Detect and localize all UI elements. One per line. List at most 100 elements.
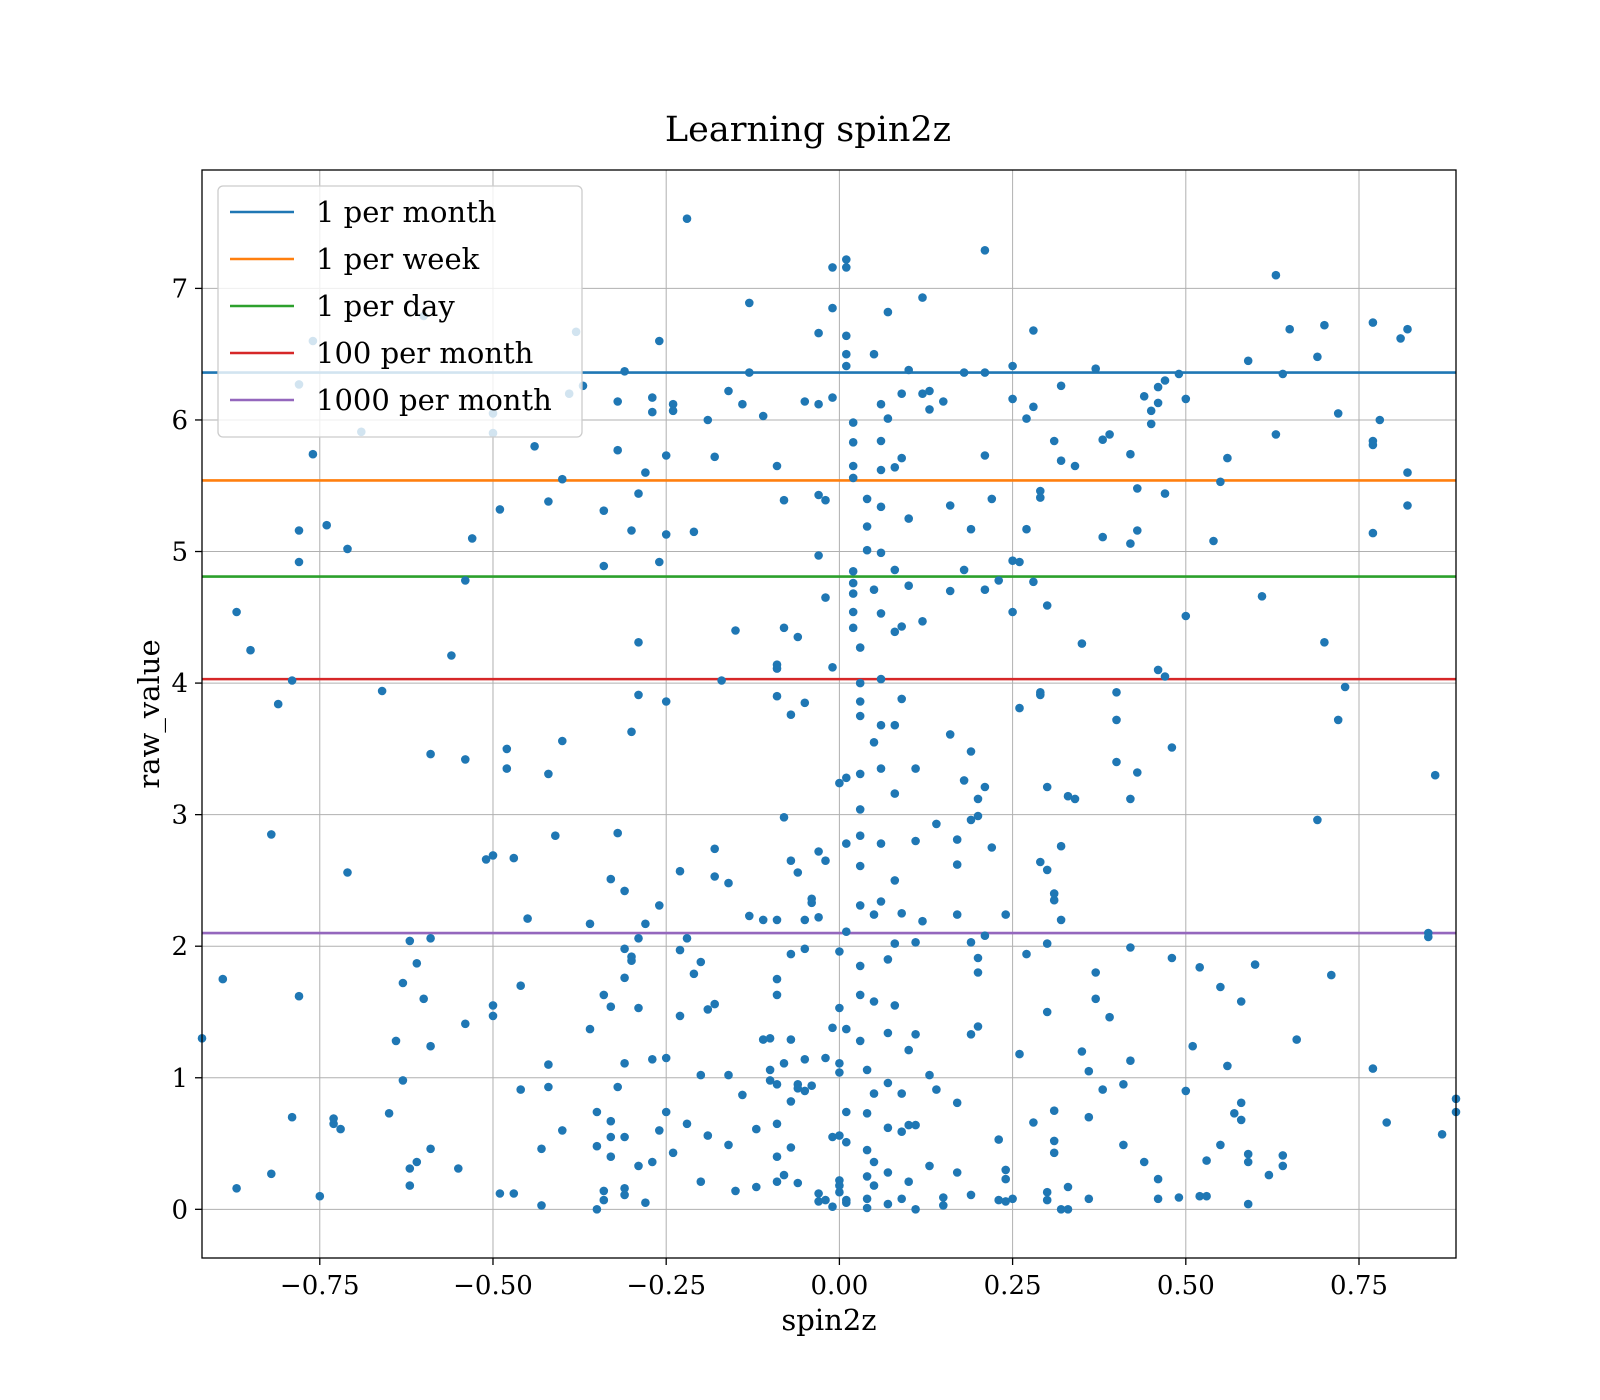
data-point (897, 1089, 906, 1098)
data-point (661, 530, 671, 539)
data-point (814, 399, 823, 409)
data-point (987, 494, 997, 504)
data-point (973, 794, 983, 804)
data-point (627, 727, 636, 737)
data-point (772, 691, 782, 701)
legend-label: 100 per month (316, 336, 533, 370)
data-point (1042, 1007, 1052, 1017)
data-point (855, 861, 865, 871)
legend-label: 1000 per month (316, 383, 552, 417)
data-point (724, 1140, 733, 1150)
x-tick-label: 0.00 (810, 1271, 868, 1301)
data-point (814, 490, 823, 500)
data-point (765, 1065, 775, 1075)
data-point (495, 1189, 505, 1198)
data-point (606, 1152, 616, 1161)
data-point (925, 386, 934, 396)
data-point (842, 349, 851, 359)
data-point (1022, 414, 1031, 423)
data-point (814, 1189, 823, 1198)
data-point (1001, 910, 1010, 919)
data-point (1001, 1165, 1010, 1175)
data-point (904, 1120, 913, 1130)
data-point (634, 1003, 643, 1013)
legend-box (217, 185, 583, 438)
data-point (772, 1152, 782, 1161)
data-point (994, 1135, 1003, 1144)
data-point (772, 990, 782, 1000)
data-point (731, 1186, 740, 1196)
data-point (890, 789, 900, 798)
data-point (862, 494, 872, 504)
data-point (1216, 982, 1225, 992)
data-point (1008, 556, 1017, 565)
data-point (502, 764, 512, 773)
data-point (939, 1201, 948, 1210)
data-point (1029, 1118, 1038, 1127)
data-point (405, 1181, 415, 1190)
data-point (1271, 430, 1281, 439)
data-point (613, 1082, 622, 1092)
data-point (516, 981, 525, 990)
data-point (1278, 1161, 1288, 1171)
data-point (606, 1002, 616, 1011)
data-point (945, 586, 955, 596)
data-point (1042, 1187, 1052, 1197)
data-point (620, 973, 629, 983)
data-point (620, 886, 629, 896)
data-point (966, 938, 976, 947)
data-point (855, 678, 865, 688)
data-point (1424, 932, 1433, 942)
data-point (1430, 770, 1440, 780)
data-point (1015, 557, 1024, 567)
data-point (869, 349, 879, 359)
data-point (918, 617, 927, 626)
y-tick-label: 4 (171, 669, 188, 699)
data-point (551, 831, 560, 840)
data-point (842, 927, 851, 936)
data-point (1022, 524, 1031, 534)
data-point (1084, 1112, 1094, 1122)
data-point (308, 449, 318, 459)
data-point (294, 557, 304, 567)
chart-title: Learning spin2z (665, 110, 951, 150)
data-point (599, 1195, 609, 1205)
data-point (1209, 536, 1218, 546)
data-point (821, 593, 830, 602)
data-point (786, 1035, 796, 1044)
data-point (828, 393, 837, 402)
data-point (1008, 361, 1017, 371)
y-axis: 0 1 2 3 4 5 6 7 (171, 274, 202, 1225)
data-point (855, 643, 865, 652)
data-point (1077, 639, 1087, 648)
data-point (1008, 394, 1017, 404)
data-point (426, 749, 435, 759)
x-tick-label: 0.25 (984, 1271, 1042, 1301)
data-point (821, 856, 830, 865)
data-point (883, 1028, 893, 1038)
data-point (772, 1177, 782, 1186)
data-point (842, 1198, 851, 1207)
data-point (634, 638, 643, 647)
data-point (835, 1059, 844, 1068)
data-point (973, 968, 983, 977)
data-point (668, 406, 678, 416)
data-point (1181, 1086, 1191, 1096)
legend-label: 1 per month (316, 195, 496, 229)
x-axis: −0.75 −0.50 −0.25 0.00 0.25 0.50 0.75 (280, 1258, 1388, 1301)
data-point (1029, 402, 1038, 412)
data-point (980, 931, 990, 940)
data-point (1216, 477, 1225, 487)
data-point (613, 445, 622, 455)
data-point (1243, 1157, 1253, 1167)
data-point (800, 698, 810, 708)
data-point (814, 1197, 823, 1206)
data-point (835, 778, 844, 788)
data-point (1008, 607, 1017, 617)
data-point (1375, 415, 1385, 425)
data-point (294, 526, 304, 535)
data-point (675, 866, 685, 876)
data-point (336, 1124, 345, 1134)
data-point (1278, 369, 1288, 379)
data-point (842, 1137, 851, 1147)
